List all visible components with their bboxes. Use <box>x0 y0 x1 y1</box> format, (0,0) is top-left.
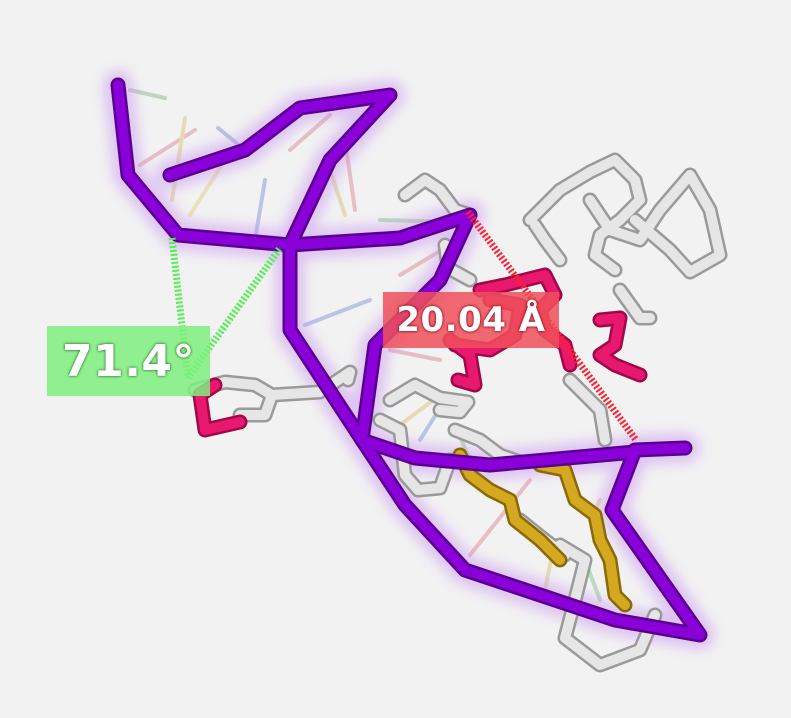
rna-backbone <box>110 77 708 643</box>
gold-residue <box>452 447 633 613</box>
angle-label-background <box>47 326 210 396</box>
angle-measurement-label: 71.4° <box>61 335 196 387</box>
distance-label-background <box>383 292 559 348</box>
distance-measurement-label: 20.04 Å <box>396 300 546 340</box>
